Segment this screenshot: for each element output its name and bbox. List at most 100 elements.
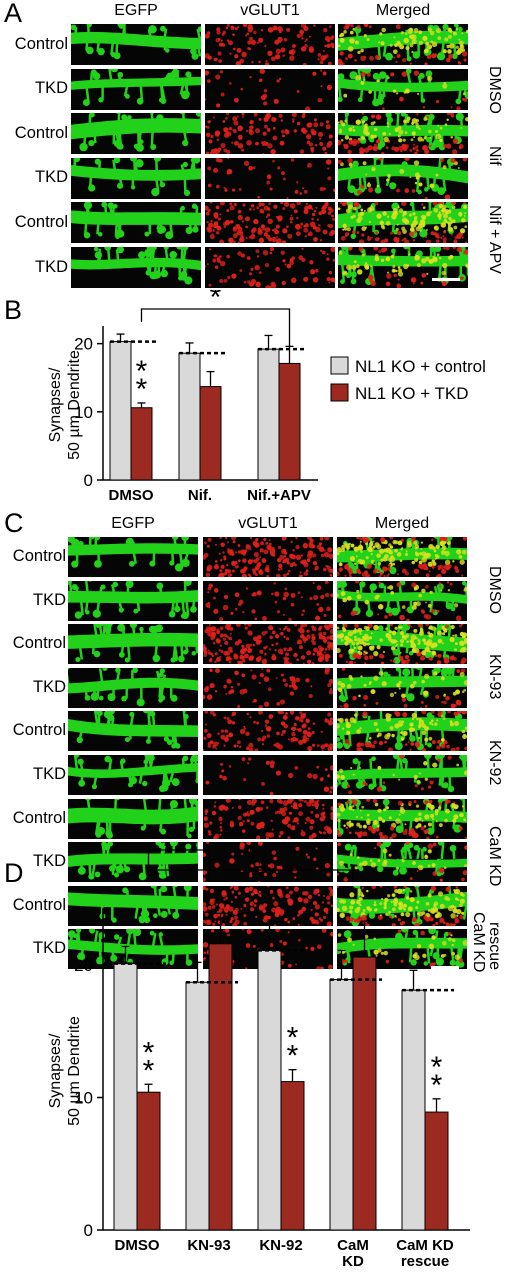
vglut1-punctum (214, 543, 217, 546)
spine-head (145, 269, 152, 276)
vglut1-punctum (215, 231, 220, 235)
vglut1-punctum (435, 173, 439, 177)
vglut1-punctum (352, 695, 357, 701)
vglut1-punctum (249, 716, 252, 719)
spine-neck (395, 755, 401, 772)
vglut1-punctum (282, 54, 285, 57)
vglut1-punctum (427, 603, 432, 608)
vglut1-punctum (243, 566, 248, 571)
vglut1-punctum (230, 611, 234, 615)
vglut1-punctum (416, 779, 421, 784)
vglut1-punctum (266, 180, 271, 185)
vglut1-punctum (361, 253, 365, 257)
vglut1-punctum (435, 835, 439, 839)
vglut1-punctum (440, 676, 445, 681)
vglut1-punctum (463, 588, 467, 592)
vglut1-punctum (222, 120, 226, 124)
vglut1-punctum (219, 255, 222, 258)
vglut1-punctum (203, 653, 208, 658)
vglut1-punctum (249, 125, 254, 130)
vglut1-punctum (418, 720, 425, 726)
vglut1-punctum (413, 28, 419, 34)
spine-neck (411, 542, 416, 554)
vglut1-punctum (327, 774, 331, 778)
vglut1-punctum (242, 819, 245, 823)
vglut1-punctum (347, 149, 352, 155)
vglut1-punctum (371, 114, 376, 119)
vglut1-punctum (386, 178, 390, 182)
spine-neck (371, 771, 376, 786)
spine-neck (195, 206, 199, 220)
vglut1-punctum (401, 859, 405, 863)
vglut1-punctum (276, 731, 280, 736)
vglut1-punctum (415, 149, 419, 153)
vglut1-punctum (300, 222, 304, 226)
vglut1-punctum (420, 787, 424, 791)
vglut1-punctum (411, 581, 417, 587)
spine-head (111, 917, 117, 923)
vglut1-punctum (325, 54, 329, 58)
vglut1-punctum (447, 711, 451, 714)
vglut1-punctum (318, 224, 321, 228)
vglut1-punctum (354, 721, 357, 724)
vglut1-punctum (454, 565, 457, 568)
vglut1-punctum (397, 800, 403, 806)
vglut1-punctum (376, 544, 382, 550)
spine-neck (142, 798, 148, 816)
vglut1-punctum (337, 872, 339, 876)
spine-neck (369, 758, 373, 772)
vglut1-punctum (245, 943, 251, 949)
spine-neck (429, 596, 434, 613)
vglut1-punctum (231, 188, 236, 192)
vglut1-punctum (358, 239, 365, 244)
vglut1-punctum (399, 96, 404, 102)
vglut1-punctum (356, 822, 361, 827)
vglut1-punctum (313, 889, 318, 894)
vglut1-punctum (366, 563, 372, 570)
vglut1-punctum (289, 675, 296, 682)
vglut1-punctum (300, 227, 302, 229)
x-tick-label: DMSO (115, 1237, 160, 1254)
vglut1-punctum (242, 203, 246, 208)
row-label: TKD (33, 939, 66, 958)
vglut1-punctum (421, 748, 426, 752)
condition-label: KN-93 (486, 654, 503, 700)
vglut1-punctum (439, 585, 442, 588)
vglut1-punctum (279, 140, 285, 146)
vglut1-punctum (423, 553, 429, 559)
vglut1-punctum (348, 570, 353, 575)
vglut1-punctum (322, 830, 326, 834)
vglut1-punctum (436, 253, 440, 257)
vglut1-punctum (390, 231, 394, 235)
spine-neck (151, 933, 157, 947)
vglut1-punctum (205, 842, 210, 845)
vglut1-punctum (302, 663, 305, 665)
vglut1-punctum (338, 562, 343, 567)
vglut1-punctum (223, 716, 227, 720)
vglut1-punctum (327, 176, 332, 181)
vglut1-punctum (414, 784, 418, 788)
vglut1-punctum (326, 636, 330, 640)
spine-neck (344, 801, 351, 816)
spine-head (351, 911, 360, 919)
vglut1-punctum (442, 262, 448, 269)
vglut1-punctum (231, 569, 235, 573)
vglut1-punctum (381, 152, 385, 155)
vglut1-punctum (415, 122, 419, 127)
vglut1-punctum (445, 247, 450, 251)
vglut1-punctum (213, 254, 217, 258)
vglut1-punctum (437, 638, 443, 644)
vglut1-punctum (361, 894, 365, 898)
row-label: TKD (35, 79, 68, 98)
vglut1-punctum (323, 907, 329, 913)
vglut1-punctum (417, 639, 421, 643)
vglut1-punctum (443, 740, 448, 745)
vglut1-punctum (452, 138, 459, 145)
vglut1-punctum (267, 27, 274, 33)
vglut1-punctum (232, 540, 236, 544)
vglut1-punctum (311, 803, 315, 806)
vglut1-punctum (401, 226, 406, 232)
vglut1-punctum (220, 650, 224, 654)
vglut1-punctum (297, 639, 303, 645)
vglut1-punctum (234, 27, 238, 31)
